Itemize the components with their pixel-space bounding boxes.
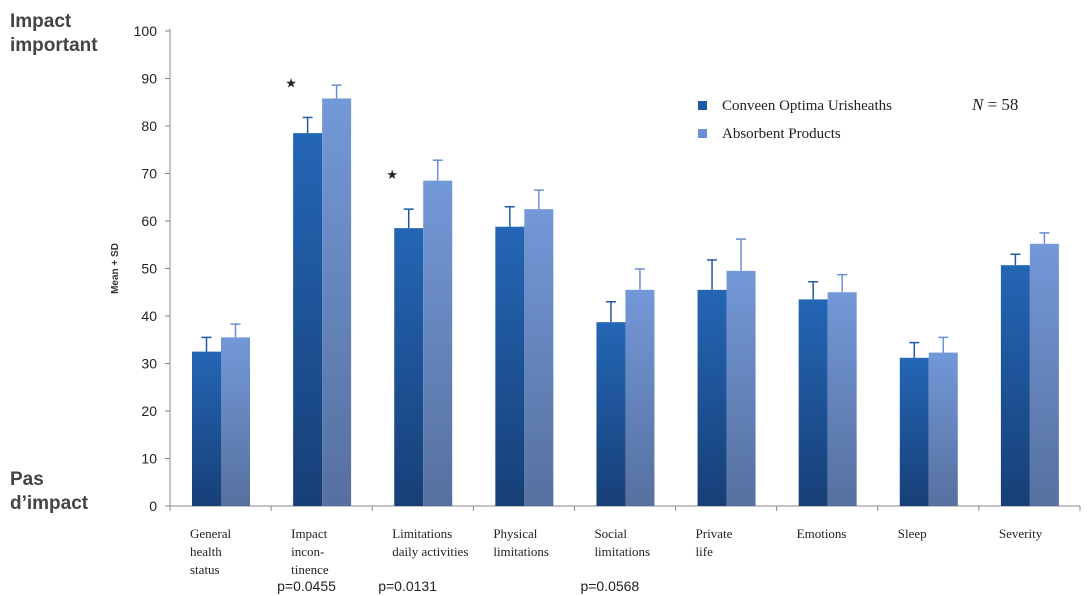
y-tick-label: 60 bbox=[141, 213, 157, 229]
category-label: Severity bbox=[999, 526, 1043, 541]
axes: 0 10 20 30 40 50 60 70 80 90 100 Mean + SD General he… bbox=[110, 23, 1081, 577]
bar bbox=[827, 292, 857, 506]
bar bbox=[495, 226, 525, 506]
legend-swatch bbox=[698, 129, 707, 138]
y-tick-label: 10 bbox=[141, 451, 157, 467]
bars bbox=[192, 84, 1059, 507]
significance-star: ★ bbox=[386, 168, 398, 183]
significance-star: ★ bbox=[285, 76, 297, 91]
y-tick-label: 80 bbox=[141, 118, 157, 134]
y-tick-label: 30 bbox=[141, 356, 157, 372]
bar bbox=[1029, 243, 1059, 507]
bar bbox=[192, 351, 221, 506]
bar bbox=[726, 270, 756, 506]
bar bbox=[221, 337, 250, 506]
bar bbox=[524, 209, 554, 506]
impact-important-label: Impact important bbox=[10, 11, 98, 56]
annotations: ★ p=0.0455 ★ p=0.0131 p=0.0568 bbox=[277, 76, 639, 594]
y-tick-label: 0 bbox=[149, 498, 157, 514]
category-label: Sleep bbox=[898, 526, 927, 541]
bar bbox=[1000, 265, 1030, 506]
category-label: Emotions bbox=[797, 526, 847, 541]
bar bbox=[697, 289, 727, 506]
y-axis-label: Mean + SD bbox=[110, 243, 121, 294]
legend-label: Conveen Optima Urisheaths bbox=[722, 98, 892, 114]
bar bbox=[798, 299, 828, 506]
category-label: Social limitations bbox=[594, 526, 650, 559]
legend-swatch bbox=[698, 101, 707, 110]
y-tick-label: 40 bbox=[141, 308, 157, 324]
y-tick-label: 50 bbox=[141, 261, 157, 277]
bar bbox=[293, 133, 323, 506]
bar bbox=[322, 98, 352, 506]
category-label: Private life bbox=[696, 526, 733, 559]
category-label: Limitations daily activities bbox=[392, 526, 468, 559]
p-value-label: p=0.0568 bbox=[580, 578, 639, 594]
y-tick-label: 100 bbox=[134, 23, 158, 39]
no-impact-label: Pas d’impact bbox=[10, 469, 89, 514]
y-tick-label: 20 bbox=[141, 403, 157, 419]
bar bbox=[423, 180, 453, 506]
sample-size-note: N = 58 bbox=[971, 95, 1018, 114]
p-value-label: p=0.0455 bbox=[277, 578, 336, 594]
bar bbox=[928, 352, 958, 506]
y-tick-label: 90 bbox=[141, 71, 157, 87]
legend-label: Absorbent Products bbox=[722, 126, 841, 142]
p-value-label: p=0.0131 bbox=[378, 578, 437, 594]
category-label: Impact incon-tinence bbox=[291, 526, 329, 577]
bar bbox=[596, 322, 626, 506]
category-label: Physical limitations bbox=[493, 526, 549, 559]
category-label: General health status bbox=[190, 526, 232, 577]
bar bbox=[899, 357, 929, 506]
bar bbox=[394, 228, 424, 506]
bar bbox=[625, 289, 655, 506]
y-tick-label: 70 bbox=[141, 166, 157, 182]
legend: Conveen Optima Urisheaths Absorbent Produ… bbox=[698, 95, 1018, 142]
